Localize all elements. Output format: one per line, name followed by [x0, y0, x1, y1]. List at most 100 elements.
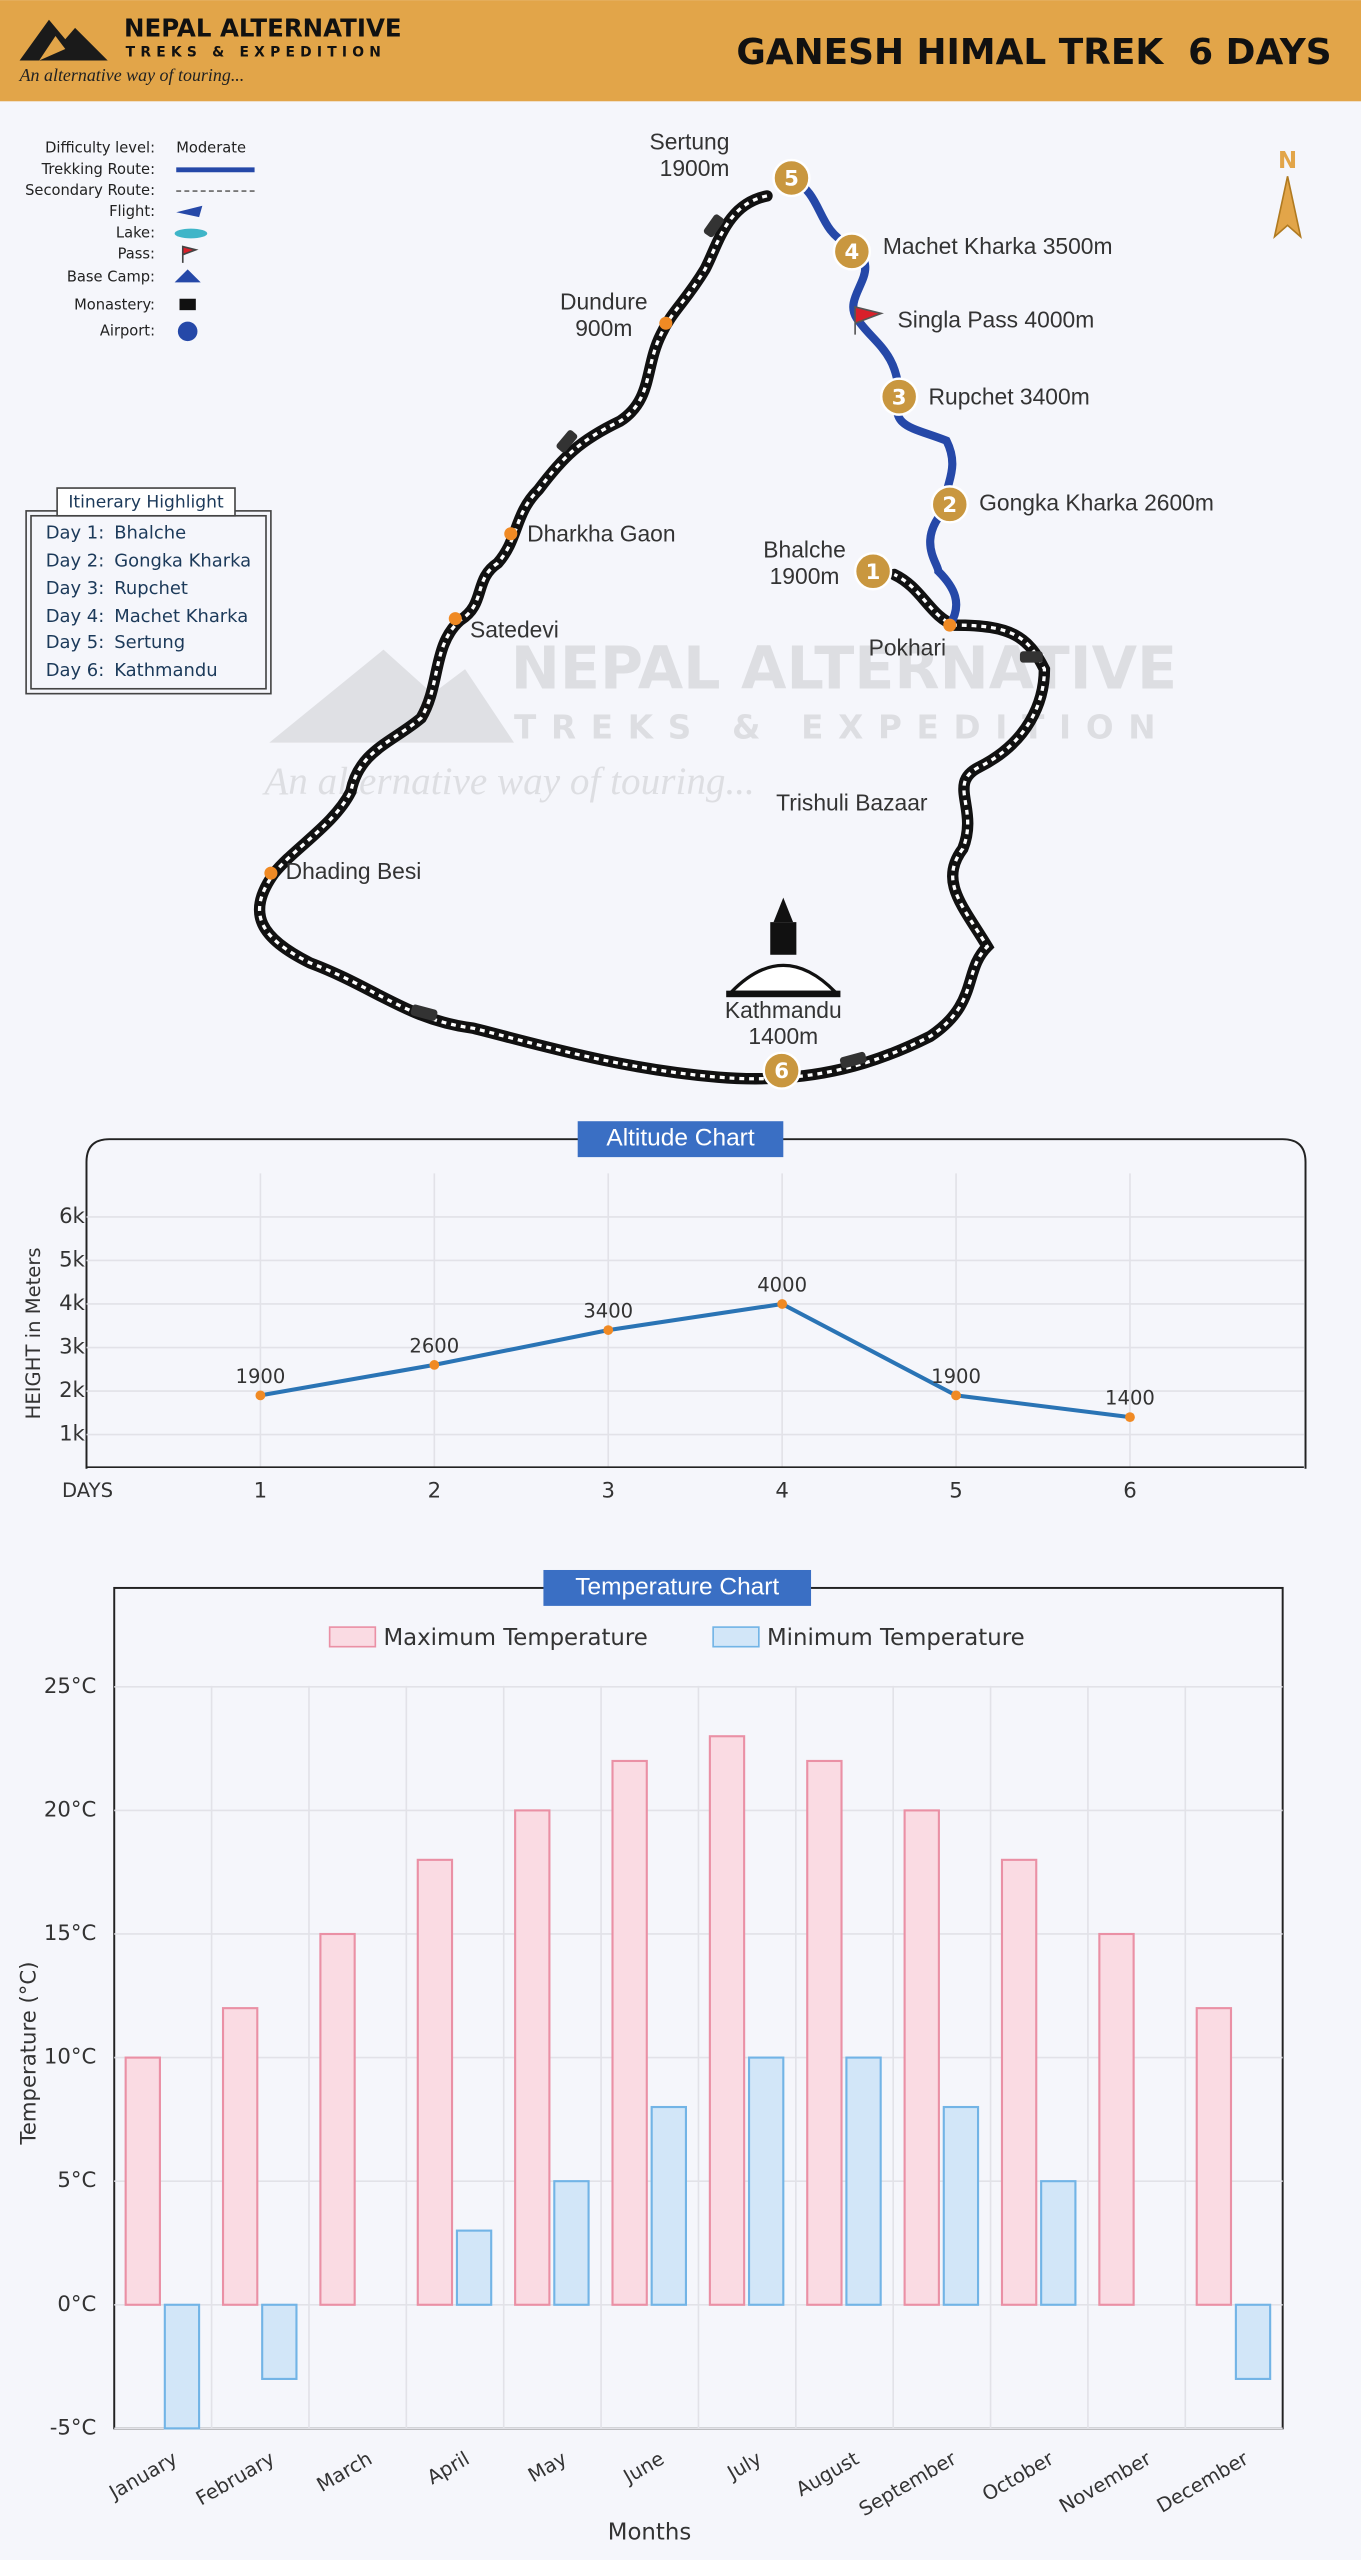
stop-marker [832, 232, 872, 271]
itinerary-title: Itinerary Highlight [68, 493, 224, 513]
header-band [0, 0, 1361, 102]
bar [455, 2229, 493, 2306]
y-tick-label: 5k [59, 1247, 85, 1272]
x-tick-label: February [192, 2447, 279, 2510]
watermark-brand: NEPAL ALTERNATIVE [511, 634, 1177, 703]
compass-n: N [1278, 148, 1297, 174]
x-tick-label: December [1153, 2446, 1253, 2517]
brand-sub: TREKS & EXPEDITION [126, 44, 386, 60]
stop-label: 1400m [748, 1023, 818, 1049]
place-label: Trishuli Bazaar [776, 790, 928, 816]
itinerary-list: Day 1: Bhalche Day 2: Gongka Kharka Day 3: Ru… [46, 523, 252, 681]
watermark: NEPAL ALTERNATIVE TREKS & EXPEDITION An … [261, 634, 1177, 803]
stop-marker [762, 1051, 801, 1090]
itinerary-place: Kathmandu [114, 660, 217, 681]
itinerary-day: Day 3: [46, 578, 105, 599]
watermark-sub: TREKS & EXPEDITION [514, 709, 1170, 747]
bar [845, 2056, 882, 2306]
stop-label: Bhalche [763, 537, 846, 563]
logo [19, 19, 108, 61]
altitude-point [1125, 1412, 1135, 1423]
y-tick-label: -5°C [50, 2415, 97, 2440]
watermark-tagline: An alternative way of touring... [261, 760, 755, 803]
legend-label: Monastery: [74, 296, 155, 313]
legend-label: Base Camp: [67, 269, 155, 286]
stop-number: 3 [892, 385, 907, 410]
itinerary-day: Day 2: [46, 550, 105, 571]
vehicle [703, 214, 724, 238]
x-tick-label: November [1055, 2446, 1156, 2517]
altitude-point [951, 1390, 961, 1401]
y-tick-label: 5°C [57, 2168, 96, 2193]
x-tick-label: July [722, 2447, 766, 2486]
stop-label: Gongka Kharka 2600m [979, 489, 1214, 515]
legend-icon [179, 298, 196, 311]
x-tick-label: August [792, 2447, 863, 2501]
watermark-logo [269, 649, 515, 743]
value-label: 1400 [1105, 1387, 1155, 1410]
x-tick-label: 2 [428, 1479, 442, 1504]
place-label: Dundure [560, 289, 648, 315]
value-label: 1900 [235, 1365, 285, 1388]
stop-marker [930, 485, 969, 524]
x-axis-label: Months [608, 2519, 691, 2545]
place-label: Dharkha Gaon [527, 520, 675, 546]
legend-label: Flight: [109, 203, 155, 220]
place-label: 900m [575, 315, 632, 341]
stop-number: 4 [844, 240, 859, 265]
y-axis-label: HEIGHT in Meters [22, 1247, 45, 1419]
legend-label: Difficulty level: [45, 140, 155, 157]
bar [650, 2105, 688, 2306]
vehicles [410, 214, 1043, 1069]
itinerary-day: Day 5: [46, 632, 105, 653]
legend-swatch [328, 1626, 377, 1648]
altitude-point [429, 1360, 440, 1370]
legend-label: Airport: [100, 322, 155, 339]
bar [1234, 2303, 1272, 2380]
legend-label: Maximum Temperature [383, 1625, 647, 1651]
legend-label: Minimum Temperature [767, 1625, 1025, 1651]
place-dot [448, 612, 462, 626]
itinerary-day: Day 6: [46, 660, 105, 681]
place-dot [504, 527, 518, 541]
legend-swatch [712, 1626, 760, 1648]
stop-label: Rupchet 3400m [929, 383, 1090, 409]
x-axis-label: DAYS [62, 1479, 113, 1502]
stop-marker [879, 377, 919, 416]
bar [1000, 1858, 1038, 2306]
itinerary-place: Machet Kharka [114, 606, 248, 627]
x-tick-label: September [855, 2446, 961, 2521]
x-tick-label: May [524, 2447, 571, 2487]
page-title: GANESH HIMAL TREK 6 DAYS [736, 32, 1331, 73]
bar [708, 1735, 746, 2306]
stop-number: 1 [866, 560, 881, 585]
bar [124, 2056, 161, 2306]
itinerary-place: Gongka Kharka [114, 550, 251, 571]
altitude-point [255, 1390, 266, 1401]
place-dot [659, 316, 673, 330]
y-tick-label: 1k [59, 1422, 85, 1447]
charts: Altitude Chart 1k 2k 3k 4k 5k 6k 1 2 3 4 5 6 DAYS HEIG… [16, 1121, 1304, 2545]
place-label: Pokhari [869, 635, 946, 661]
stop-label: Sertung [649, 129, 729, 155]
place-dot [943, 618, 957, 632]
stupa-base [726, 990, 841, 998]
bar [221, 2007, 259, 2306]
stupa-tower [770, 922, 797, 955]
place-dot [264, 866, 278, 880]
stop-marker [772, 158, 811, 198]
itinerary-place: Bhalche [114, 523, 186, 544]
bar [903, 1809, 940, 2306]
x-tick-label: October [978, 2446, 1058, 2506]
tagline: An alternative way of touring... [19, 65, 245, 85]
x-tick-label: 1 [254, 1479, 268, 1504]
altitude-point [603, 1325, 614, 1335]
legend-icon [176, 205, 203, 218]
stop-number: 2 [942, 493, 957, 518]
itinerary-place: Rupchet [114, 578, 188, 599]
stop-number: 6 [774, 1059, 789, 1084]
place-label: Dhading Besi [286, 858, 422, 884]
bar [553, 2180, 590, 2306]
